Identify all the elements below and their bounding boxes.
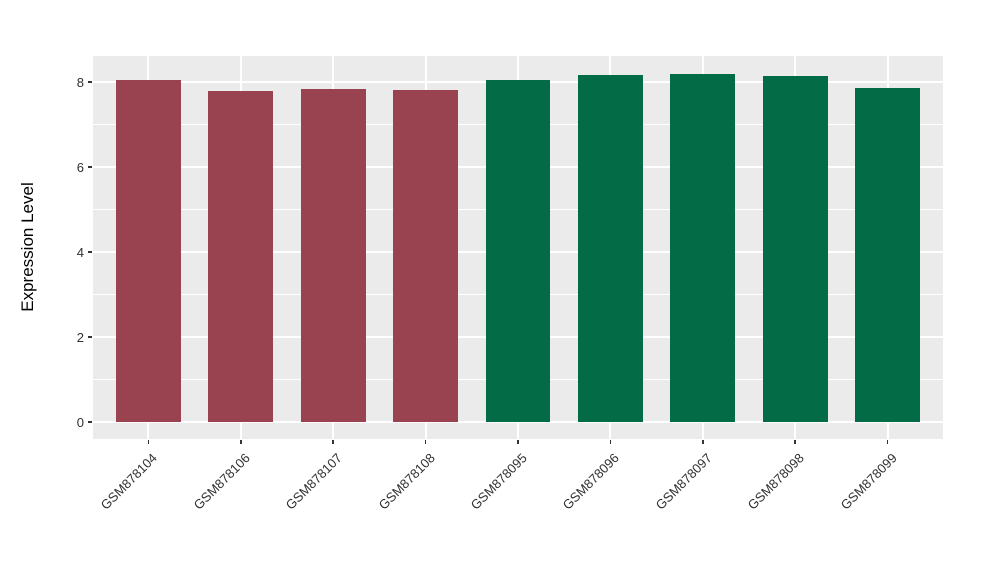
bar-GSM878099 [855,87,920,422]
bar-GSM878097 [670,73,736,422]
bar-GSM878096 [578,74,643,422]
x-tick-mark [886,440,889,444]
major-gridline [93,421,943,423]
x-tick-mark [794,440,796,444]
x-tick-mark [517,440,519,444]
y-tick-label: 8 [76,74,84,90]
x-tick-mark [609,440,612,444]
plot-panel [93,56,943,439]
x-tick-label: GSM878106 [190,450,253,513]
x-tick-label: GSM878098 [744,450,808,513]
x-tick-label: GSM878099 [837,450,900,513]
y-tick-label: 4 [76,244,84,260]
x-tick-mark [424,440,427,444]
x-tick-mark [240,440,242,444]
x-tick-label: GSM878097 [652,450,715,513]
x-tick-mark [147,440,150,444]
x-tick-mark [701,440,704,444]
y-tick-label: 0 [76,414,84,430]
y-tick-mark [88,81,92,83]
y-tick-label: 6 [76,159,84,175]
y-tick-mark [88,166,92,168]
y-tick-mark [88,336,92,338]
x-tick-label: GSM878104 [98,450,161,513]
bar-GSM878104 [116,80,181,422]
bar-GSM878108 [393,89,458,422]
y-tick-mark [88,251,92,253]
x-tick-label: GSM878095 [467,450,530,513]
x-tick-label: GSM878096 [560,450,623,513]
y-axis-title: Expression Level [18,182,37,312]
y-tick-mark [88,421,92,423]
bar-GSM878095 [485,80,551,422]
x-tick-label: GSM878108 [375,450,438,513]
bar-GSM878106 [208,90,274,422]
y-tick-label: 2 [76,329,84,345]
bar-GSM878098 [762,75,828,422]
bar-GSM878107 [300,89,366,422]
x-tick-mark [332,440,334,444]
x-tick-label: GSM878107 [282,450,346,513]
